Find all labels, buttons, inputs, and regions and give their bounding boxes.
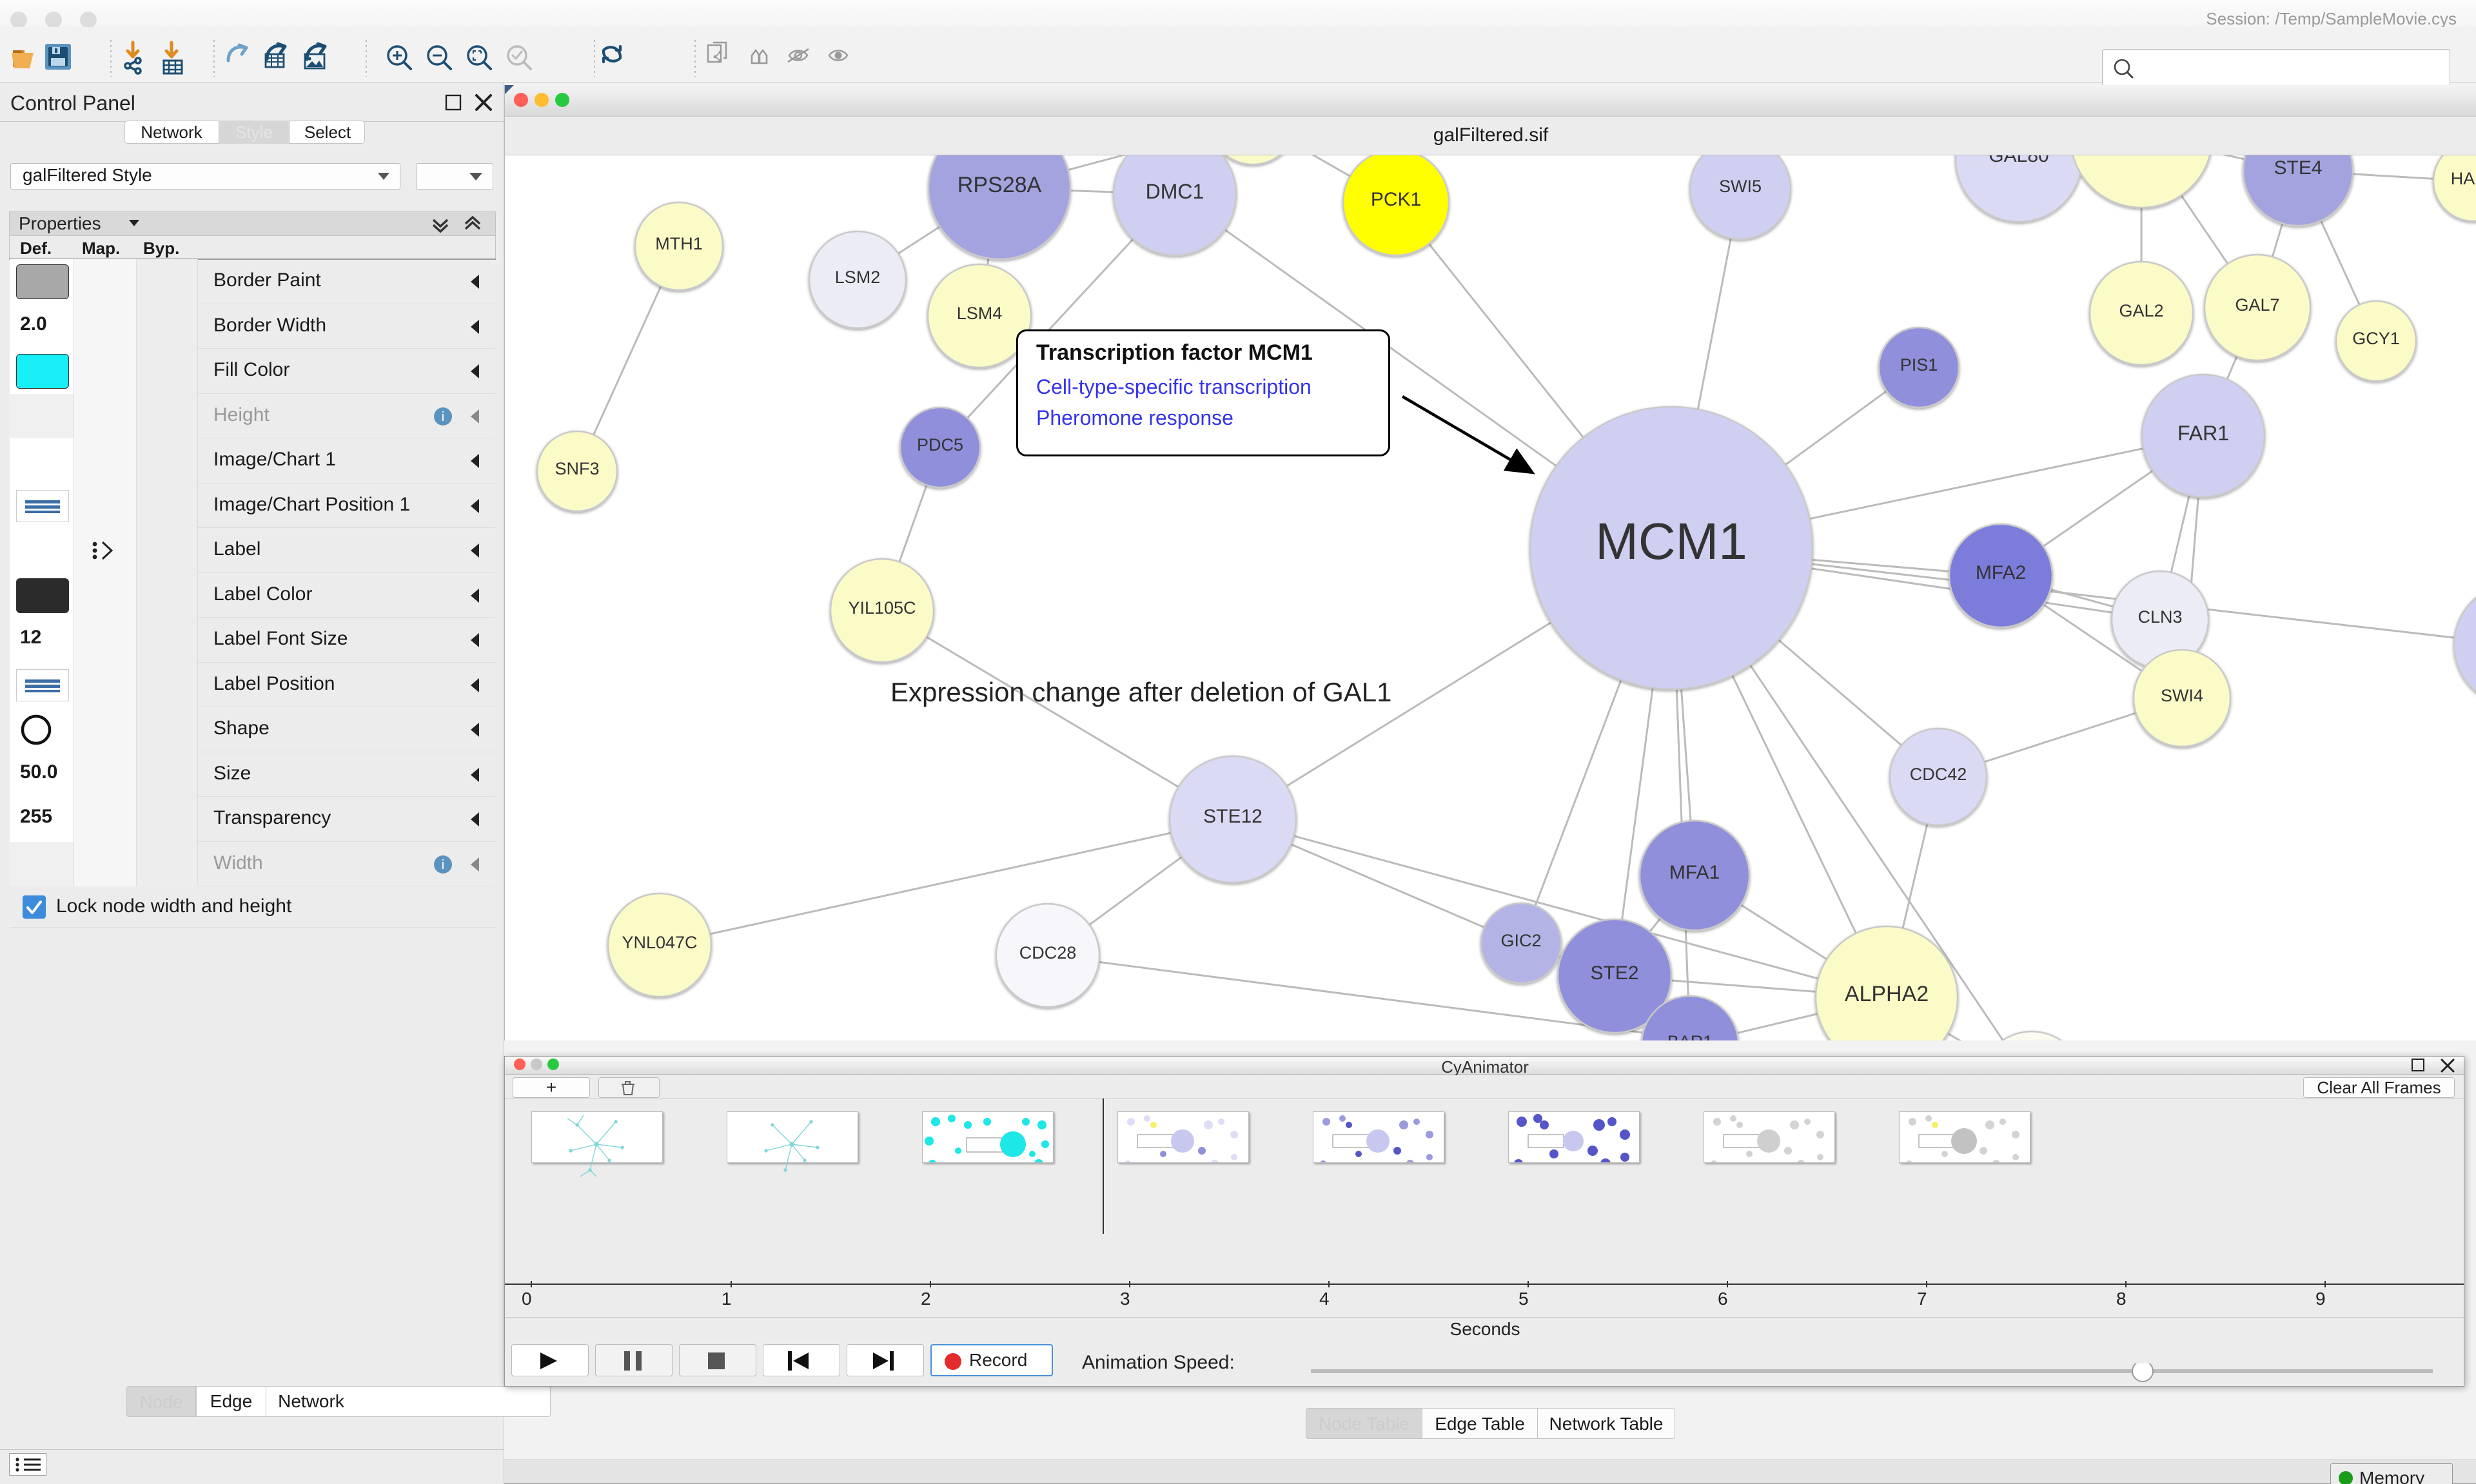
svg-text:i: i bbox=[442, 858, 444, 872]
svg-text:i: i bbox=[442, 410, 444, 424]
